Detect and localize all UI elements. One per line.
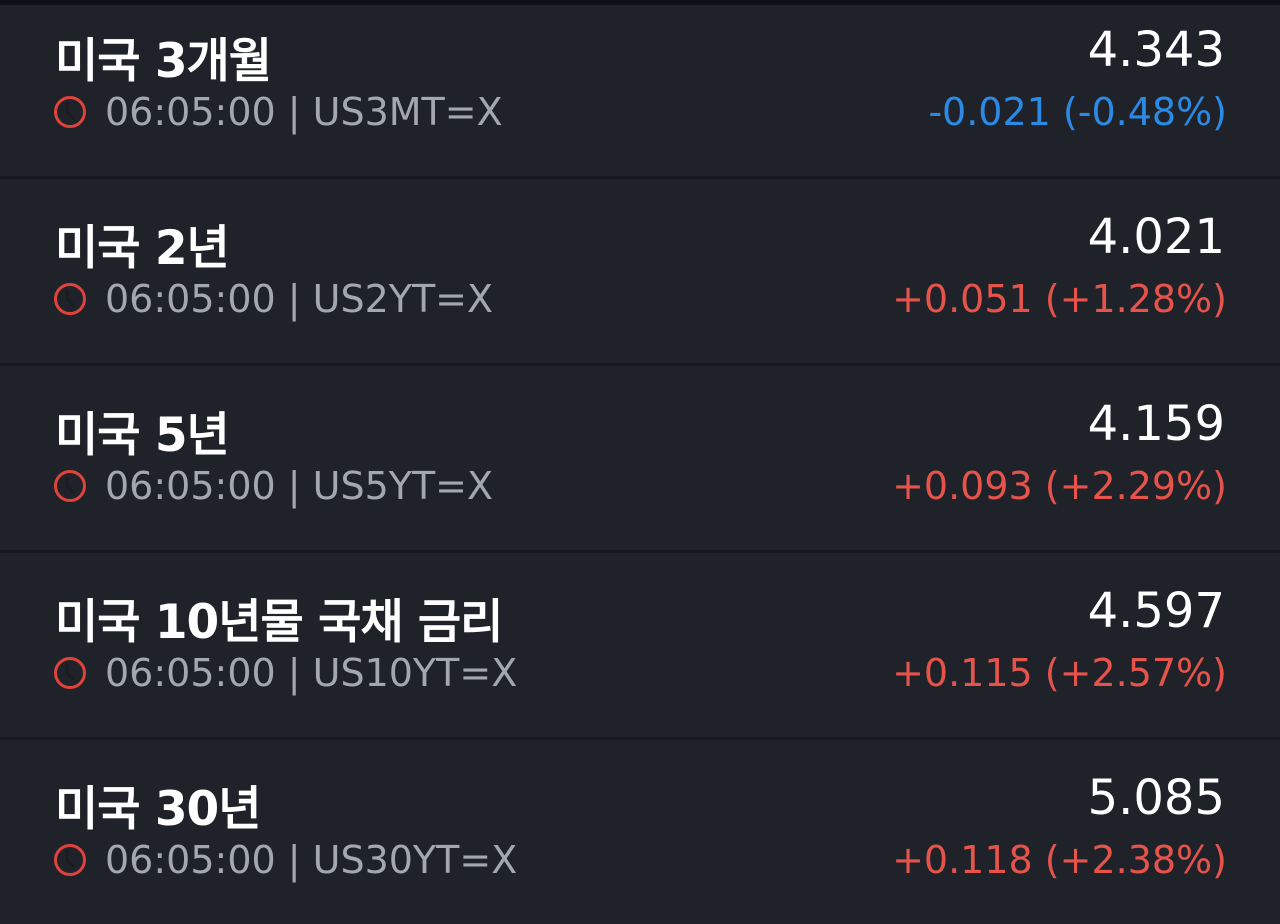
- bond-meta: 06:05:00 | US3MT=X: [53, 90, 503, 134]
- separator: |: [275, 90, 313, 134]
- update-time: 06:05:00: [105, 90, 276, 134]
- update-time: 06:05:00: [105, 838, 276, 882]
- bond-name: 미국 5년: [55, 408, 230, 463]
- price-value: 5.085: [1087, 770, 1225, 826]
- bond-name: 미국 10년물 국채 금리: [55, 595, 503, 650]
- price-value: 4.159: [1087, 396, 1225, 452]
- price-value: 4.343: [1087, 22, 1225, 78]
- separator: |: [275, 464, 313, 508]
- ticker-symbol: US2YT=X: [312, 277, 494, 321]
- clock-icon: [54, 844, 86, 876]
- price-change: +0.051 (+1.28%): [892, 277, 1227, 321]
- separator: |: [275, 651, 313, 695]
- price-value: 4.021: [1087, 209, 1225, 265]
- update-time: 06:05:00: [105, 464, 276, 508]
- bond-name: 미국 3개월: [55, 34, 272, 89]
- bond-row[interactable]: 미국 3개월 06:05:00 | US3MT=X 4.343 -0.021 (…: [0, 5, 1280, 176]
- clock-icon: [54, 96, 86, 128]
- bond-list: 미국 3개월 06:05:00 | US3MT=X 4.343 -0.021 (…: [0, 5, 1280, 924]
- separator: |: [275, 838, 313, 882]
- top-edge: [0, 0, 1280, 5]
- price-change: -0.021 (-0.48%): [928, 90, 1227, 134]
- bond-name: 미국 2년: [55, 221, 230, 276]
- ticker-symbol: US30YT=X: [312, 838, 518, 882]
- update-time: 06:05:00: [105, 277, 276, 321]
- price-change: +0.115 (+2.57%): [892, 651, 1227, 695]
- clock-icon: [54, 283, 86, 315]
- price-change: +0.093 (+2.29%): [892, 464, 1227, 508]
- bond-meta: 06:05:00 | US30YT=X: [53, 838, 517, 882]
- price-change: +0.118 (+2.38%): [892, 838, 1227, 882]
- bond-row[interactable]: 미국 30년 06:05:00 | US30YT=X 5.085 +0.118 …: [0, 740, 1280, 924]
- clock-icon: [54, 657, 86, 689]
- bond-row[interactable]: 미국 2년 06:05:00 | US2YT=X 4.021 +0.051 (+…: [0, 179, 1280, 363]
- clock-icon: [54, 470, 86, 502]
- bond-meta: 06:05:00 | US2YT=X: [53, 277, 493, 321]
- ticker-symbol: US5YT=X: [312, 464, 494, 508]
- bond-meta: 06:05:00 | US5YT=X: [53, 464, 493, 508]
- ticker-symbol: US10YT=X: [312, 651, 518, 695]
- bond-row[interactable]: 미국 5년 06:05:00 | US5YT=X 4.159 +0.093 (+…: [0, 366, 1280, 550]
- ticker-symbol: US3MT=X: [312, 90, 503, 134]
- bond-meta: 06:05:00 | US10YT=X: [53, 651, 517, 695]
- price-value: 4.597: [1087, 583, 1225, 639]
- bond-name: 미국 30년: [55, 782, 261, 837]
- separator: |: [275, 277, 313, 321]
- bond-row[interactable]: 미국 10년물 국채 금리 06:05:00 | US10YT=X 4.597 …: [0, 553, 1280, 737]
- update-time: 06:05:00: [105, 651, 276, 695]
